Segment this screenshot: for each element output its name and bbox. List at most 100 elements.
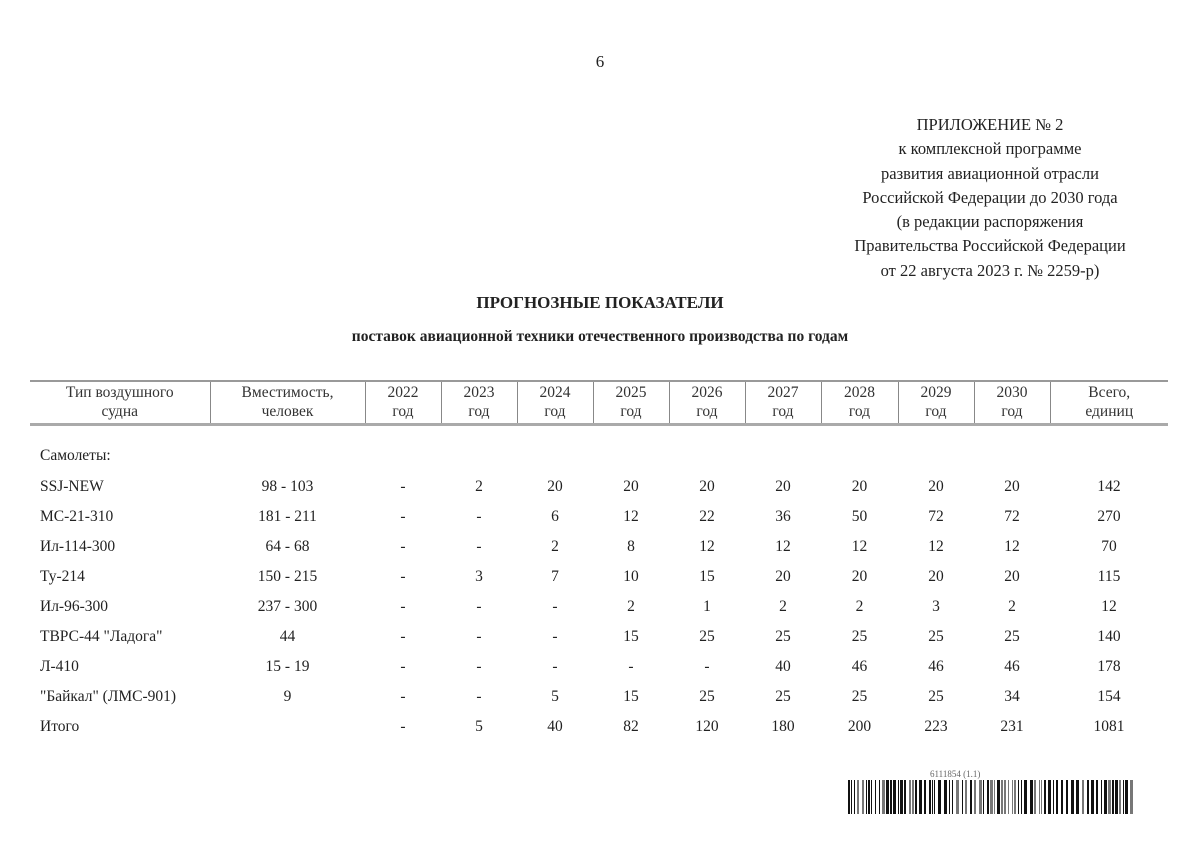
year-cell: 25 <box>928 628 944 645</box>
page-number: 6 <box>595 52 605 71</box>
barcode-bar <box>898 780 899 814</box>
total-cell: 178 <box>1097 658 1121 675</box>
column-header-line: человек <box>261 403 314 420</box>
barcode-bar <box>1053 780 1054 814</box>
year-cell: 34 <box>1004 688 1020 705</box>
table-row: "Байкал" (ЛМС-901) 9 - - 5 15 25 25 25 25 34 154 <box>30 682 1168 712</box>
year-cell: - <box>400 598 406 615</box>
barcode-bar <box>997 780 1000 814</box>
year-cell: 2 <box>855 598 864 615</box>
appendix-line: от 22 августа 2023 г. № 2259-р) <box>880 260 1100 280</box>
barcode-bar <box>1071 780 1074 814</box>
year-cell: 25 <box>775 628 791 645</box>
year-cell: 231 <box>1000 718 1024 735</box>
column-header-line: год <box>620 403 642 420</box>
year-cell: 50 <box>851 508 868 525</box>
barcode-bar <box>934 780 935 814</box>
aircraft-type: Итого <box>40 718 80 735</box>
barcode-bar <box>1018 780 1019 814</box>
table-header-row: Тип воздушного судна Вместимость, человек 20… <box>30 380 1168 426</box>
year-cell: 7 <box>551 568 559 585</box>
year-cell: - <box>400 508 406 525</box>
aircraft-type: Ил-96-300 <box>40 598 109 615</box>
year-cell: 20 <box>851 478 868 495</box>
column-header: 2027 год <box>744 380 821 426</box>
aircraft-type: "Байкал" (ЛМС-901) <box>40 688 177 705</box>
barcode-bar <box>1125 780 1128 814</box>
year-cell: 5 <box>475 718 483 735</box>
capacity-cell: 64 - 68 <box>265 538 310 555</box>
year-cell: - <box>476 688 482 705</box>
barcode-bar <box>1012 780 1013 814</box>
barcode-bar <box>851 780 852 814</box>
column-header-line: Всего, <box>1088 384 1131 401</box>
column-header-line: год <box>925 403 947 420</box>
column-header-line: год <box>1001 403 1023 420</box>
barcode-bar <box>1119 780 1121 814</box>
total-cell: 140 <box>1097 628 1121 645</box>
barcode-bar <box>879 780 880 814</box>
appendix-line: Правительства Российской Федерации <box>854 236 1126 256</box>
column-header-line: 2022 <box>387 384 419 401</box>
appendix-line: Российской Федерации до 2030 года <box>862 187 1118 207</box>
barcode-text: 6111854 (1.1) <box>930 769 981 779</box>
year-cell: 5 <box>551 688 559 705</box>
barcode-bar <box>875 780 876 814</box>
year-cell: - <box>400 628 406 645</box>
year-cell: 12 <box>699 538 715 555</box>
year-cell: 120 <box>695 718 719 735</box>
column-header: 2024 год <box>516 380 593 426</box>
year-cell: 46 <box>851 658 868 675</box>
year-cell: - <box>476 628 482 645</box>
total-cell: 1081 <box>1093 718 1125 735</box>
barcode-bar <box>1082 780 1084 814</box>
barcode-bar <box>1076 780 1079 814</box>
barcode-bar <box>848 780 850 814</box>
year-cell: - <box>400 718 406 735</box>
year-cell: - <box>400 688 406 705</box>
total-cell: 270 <box>1097 508 1121 525</box>
year-cell: 12 <box>851 538 868 555</box>
year-cell: 200 <box>847 718 872 735</box>
year-cell: 40 <box>775 658 791 675</box>
year-cell: - <box>400 658 406 675</box>
year-cell: 3 <box>932 598 940 615</box>
year-cell: - <box>476 598 482 615</box>
barcode-bar <box>1034 780 1036 814</box>
capacity-cell: 98 - 103 <box>261 478 314 495</box>
column-header: 2025 год <box>592 380 669 426</box>
barcode-bar <box>956 780 959 814</box>
capacity-cell: 44 <box>279 628 296 645</box>
year-cell: 72 <box>928 508 944 525</box>
barcode-bar <box>1048 780 1051 814</box>
table-row: МС-21-310 181 - 211 - - 6 12 22 36 50 72 72 270 <box>30 502 1168 532</box>
year-cell: 223 <box>924 718 948 735</box>
column-header-line: год <box>468 403 490 420</box>
barcode-bar <box>862 780 864 814</box>
year-cell: 10 <box>623 568 639 585</box>
barcode-bar <box>1039 780 1040 814</box>
year-cell: 2 <box>627 598 635 615</box>
barcode-bar <box>1108 780 1111 814</box>
year-cell: 1 <box>703 598 711 615</box>
section-row: Самолеты: <box>30 425 1168 473</box>
barcode-bar <box>866 780 867 814</box>
column-header-line: год <box>392 403 414 420</box>
appendix-header: ПРИЛОЖЕНИЕ № 2 к комплексной программе раз… <box>800 113 1180 283</box>
year-cell: 20 <box>547 478 563 495</box>
table-row: Ил-114-300 64 - 68 - - 2 8 12 12 12 12 12 70 <box>30 532 1168 562</box>
column-header-line: Тип воздушного <box>65 384 174 401</box>
barcode-bar <box>1056 780 1058 814</box>
barcode-bar <box>1041 780 1042 814</box>
appendix-line: (в редакции распоряжения <box>896 212 1084 232</box>
year-cell: 15 <box>623 628 639 645</box>
column-header: Вместимость, человек <box>209 380 365 426</box>
year-cell: 25 <box>851 628 868 645</box>
table-row: SSJ-NEW 98 - 103 - 2 20 20 20 20 20 20 20 142 <box>30 472 1168 502</box>
year-cell: - <box>552 598 558 615</box>
capacity-cell: 15 - 19 <box>265 658 310 675</box>
column-header: Тип воздушного судна <box>30 380 210 426</box>
year-cell: - <box>476 658 482 675</box>
barcode <box>848 780 1133 814</box>
barcode-bar <box>909 780 911 814</box>
